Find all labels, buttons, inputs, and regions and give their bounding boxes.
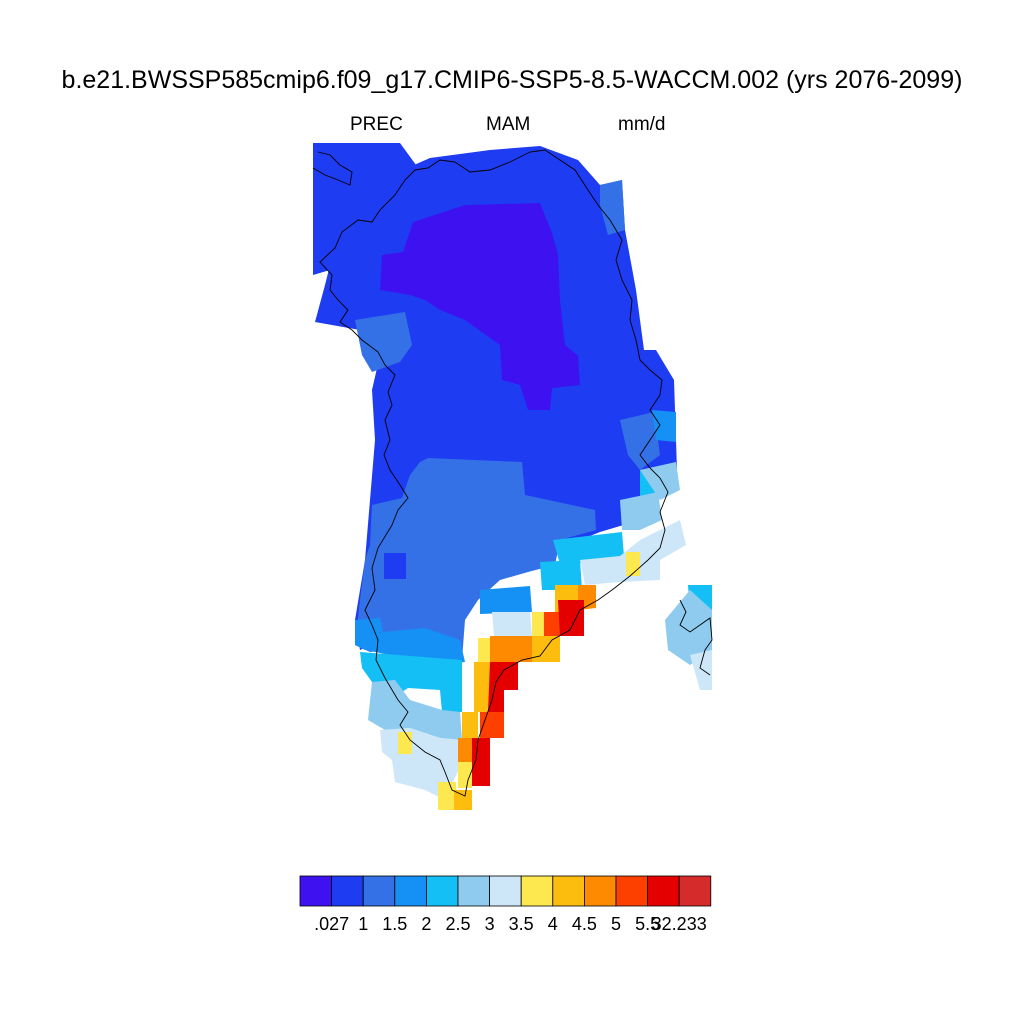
colorbar-label: 2.5	[445, 914, 470, 934]
region-pale-blue-south	[368, 680, 462, 740]
region-red-1	[488, 662, 518, 712]
colorbar-swatch	[678, 875, 712, 907]
region-driest-interior	[380, 203, 580, 410]
colorbar-swatch	[457, 875, 491, 907]
colorbar-swatch	[425, 875, 459, 907]
region-very-pale-island	[690, 650, 712, 690]
colorbar: .027 1 1.5 2 2.5 3 3.5 4 4.5 5 5.532.233	[299, 875, 712, 934]
cell-yellow-3	[626, 552, 640, 576]
region-gold-2	[474, 662, 492, 712]
region-medium-blue-west	[355, 312, 412, 372]
cell-yellow-5	[478, 638, 492, 664]
coastline-ellesmere	[312, 151, 353, 186]
region-pale-blue-island	[665, 590, 712, 665]
coastline-west	[319, 149, 669, 797]
colorbar-label: 4	[548, 914, 558, 934]
region-red-orange-2	[544, 612, 560, 636]
colorbar-swatch	[299, 875, 333, 907]
region-orange-1	[490, 636, 532, 664]
region-cyan-east	[553, 532, 624, 564]
region-pale-blue-east	[620, 492, 662, 530]
colorbar-swatch	[489, 875, 522, 907]
variable-label: PREC	[350, 114, 403, 135]
cell-yellow-6	[458, 760, 472, 788]
colorbar-label: 1.5	[382, 914, 407, 934]
region-orange-3	[458, 738, 472, 762]
colorbar-label: 5	[611, 914, 621, 934]
colorbar-swatch	[331, 875, 364, 907]
colorbar-label: 2	[421, 914, 431, 934]
region-very-pale-patch	[492, 612, 532, 636]
colorbar-swatch	[584, 875, 617, 907]
colorbar-swatch	[362, 875, 396, 907]
colorbar-label: 32.233	[652, 914, 707, 934]
region-red-2	[472, 738, 490, 786]
colorbar-swatch	[615, 875, 649, 907]
plot-title: b.e21.BWSSP585cmip6.f09_g17.CMIP6-SSP5-8…	[61, 66, 963, 94]
precipitation-field	[313, 143, 712, 810]
region-cyan-patch	[540, 560, 582, 590]
coastline	[312, 149, 713, 797]
region-cyan-south	[360, 652, 462, 712]
region-light-blue-3	[652, 410, 676, 442]
colorbar-label: 5.5	[635, 914, 660, 934]
region-gold-3	[532, 636, 560, 662]
region-light-blue-1	[355, 618, 465, 665]
region-medium-blue-east	[600, 180, 625, 235]
region-medium-blue-coast	[620, 412, 660, 470]
region-medium-blue-south	[355, 458, 596, 665]
colorbar-swatch	[552, 875, 585, 907]
colorbar-label: 3	[485, 914, 495, 934]
colorbar-swatch	[647, 875, 680, 907]
cell-yellow-2	[438, 782, 456, 810]
colorbar-label: 3.5	[509, 914, 534, 934]
colorbar-label: .027	[314, 914, 349, 934]
cell-dark-blue-patch	[384, 553, 406, 579]
colorbar-swatch	[520, 875, 554, 907]
region-pale-blue-coast	[640, 462, 680, 500]
coastline-iceland	[679, 599, 713, 676]
region-red-3	[558, 600, 584, 636]
season-label: MAM	[486, 114, 531, 135]
region-light-blue-2	[480, 586, 532, 614]
cell-yellow-1	[398, 732, 412, 754]
colorbar-swatch	[394, 875, 427, 907]
region-gold-5	[454, 790, 472, 810]
region-gold-1	[462, 712, 478, 738]
colorbar-label: 4.5	[572, 914, 597, 934]
cell-yellow-4	[532, 612, 546, 636]
units-label: mm/d	[618, 114, 666, 135]
colorbar-label: 1	[358, 914, 368, 934]
